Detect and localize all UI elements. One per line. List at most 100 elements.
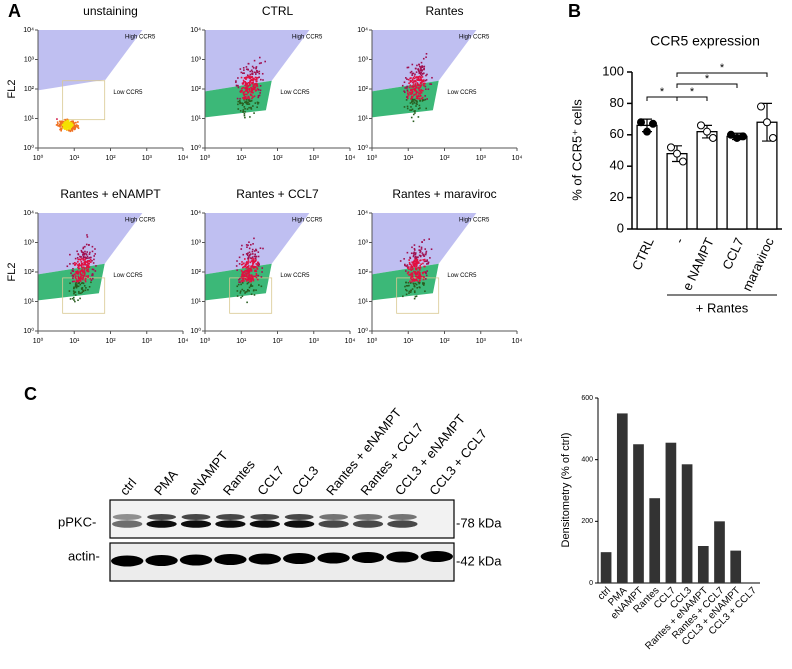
event-dot [259,89,262,92]
event-dot [410,109,413,111]
event-dot [62,127,65,129]
event-dot [77,125,79,127]
bar [665,442,677,583]
band [214,554,247,565]
x-tick-label: 10² [439,338,450,345]
flow-plot: Rantes + eNAMPT High CCR5 Low CCR5 10⁰ 10¹ 10… [6,187,188,345]
x-tick-label: 10⁰ [33,337,44,345]
event-dot [249,79,252,82]
event-dot [414,83,417,85]
event-dot [405,265,408,267]
event-dot [415,91,418,94]
band [284,514,314,520]
event-dot [72,275,74,278]
event-dot [405,284,408,287]
band [146,520,177,528]
event-dot [413,263,415,265]
event-dot [413,251,416,254]
event-dot [87,244,90,246]
x-tick-label: 10⁰ [33,154,44,162]
event-dot [418,87,420,89]
event-dot [416,103,418,106]
x-tick-label: 10¹ [236,155,247,162]
y-tick-label: 10¹ [191,298,202,305]
event-dot [411,72,414,75]
x-tick-label: 10¹ [403,155,414,162]
event-dot [79,276,82,278]
event-dot [77,285,80,288]
event-dot [254,255,257,258]
event-dot [246,74,249,77]
flow-plot: unstaining High CCR5 Low CCR5 10⁰ 10¹ 10² 10³ 1… [6,4,188,162]
event-dot [420,78,422,81]
event-dot [420,71,422,74]
bar [714,521,725,583]
event-dot [74,128,76,130]
event-dot [413,279,415,281]
event-dot [416,273,419,275]
y-tick-label: 10² [24,269,35,276]
event-dot [407,271,410,274]
event-dot [73,287,75,289]
event-dot [249,93,252,96]
event-dot [418,249,421,251]
event-dot [246,273,249,275]
event-dot [247,81,250,84]
event-dot [426,260,428,263]
event-dot [420,254,422,257]
event-dot [251,97,253,100]
y-tick-label: 10³ [358,239,369,246]
event-dot [80,251,83,253]
event-dot [245,262,247,264]
event-dot [75,121,77,124]
event-dot [404,87,407,89]
event-dot [75,124,78,126]
event-dot [86,234,88,236]
event-dot [238,279,240,281]
event-dot [235,81,237,84]
event-dot [423,239,426,241]
event-dot [257,101,260,104]
event-dot [240,76,243,79]
event-dot [245,66,248,68]
event-dot [72,125,75,127]
flow-plot: Rantes + CCL7 High CCR5 Low CCR5 10⁰ 10¹ 10² 1… [190,187,355,345]
event-dot [256,88,259,90]
row-label: actin- [68,548,100,563]
event-dot [404,77,407,79]
event-dot [241,275,244,277]
event-dot [84,263,87,266]
event-dot [424,278,427,280]
event-dot [80,261,83,263]
event-dot [239,101,241,103]
event-dot [77,121,79,123]
event-dot [243,98,246,100]
event-dot [249,76,252,78]
event-dot [79,279,81,281]
event-dot [409,71,412,74]
event-dot [255,276,258,279]
event-dot [404,91,406,94]
event-dot [239,110,242,112]
event-dot [248,280,251,283]
event-dot [417,84,419,86]
x-tick-label: 10³ [142,338,153,345]
band [387,520,418,528]
event-dot [411,108,414,111]
x-tick-label: 10³ [476,338,487,345]
band [145,555,178,566]
event-dot [418,89,421,92]
event-dot [73,291,75,294]
event-dot [235,84,238,87]
event-dot [69,263,71,265]
event-dot [410,278,413,281]
event-dot [65,128,67,130]
event-dot [253,275,256,278]
event-dot [413,248,416,250]
event-dot [424,248,427,250]
event-dot [419,277,421,280]
event-dot [245,98,248,101]
event-dot [83,271,85,273]
event-dot [60,128,62,131]
event-dot [417,261,420,264]
